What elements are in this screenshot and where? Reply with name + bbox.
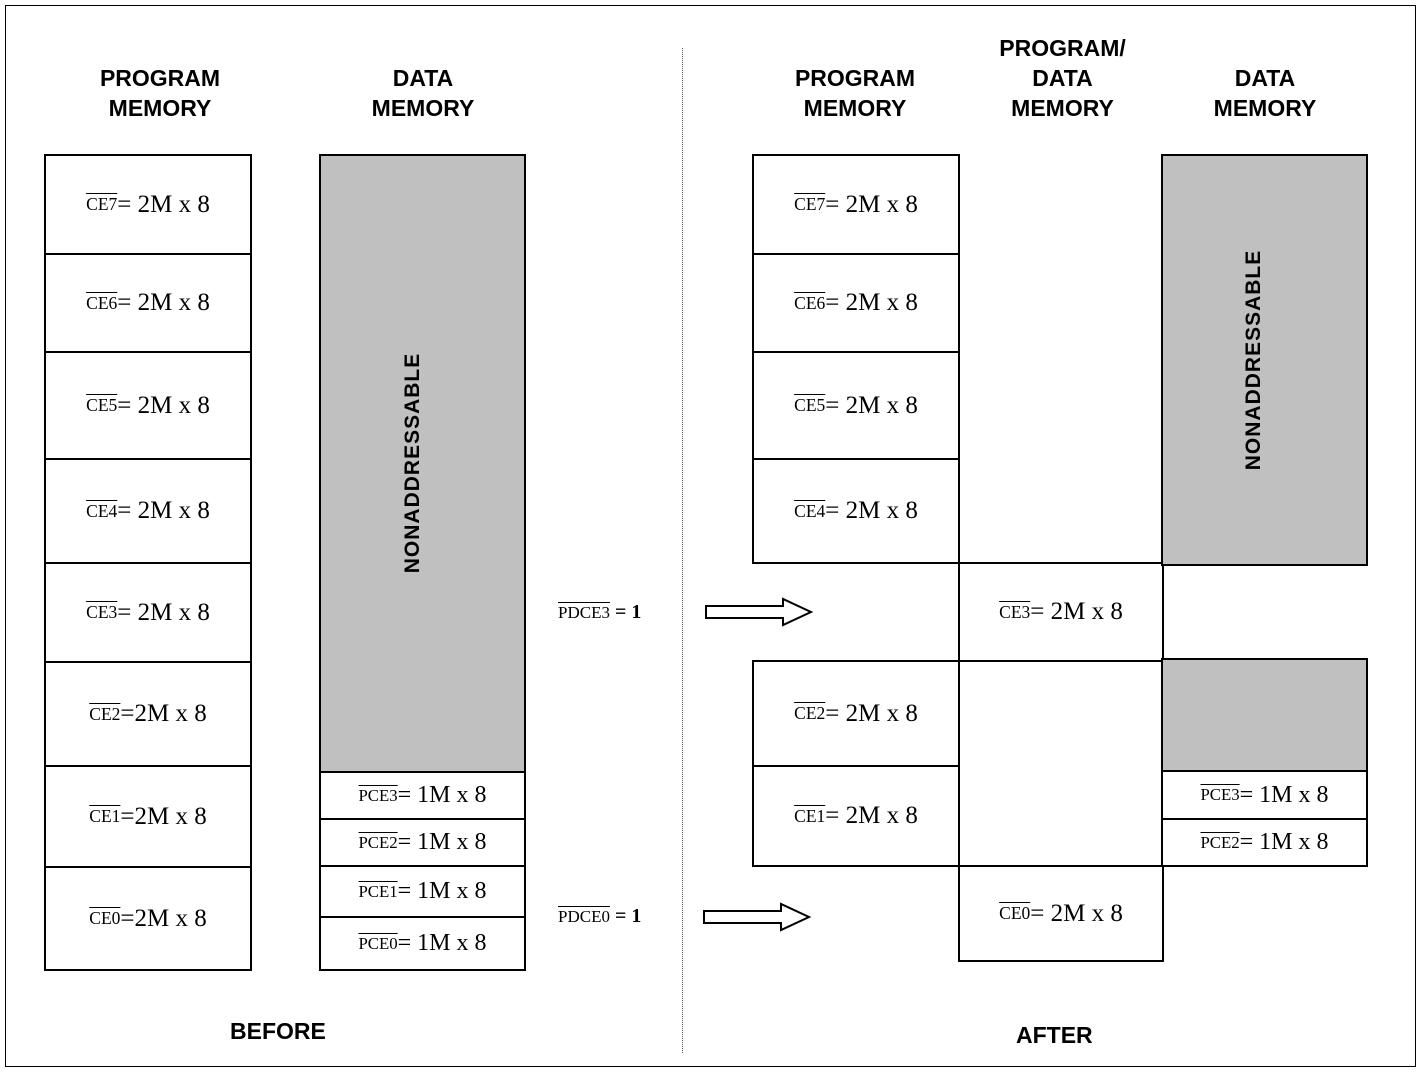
after-program-block-ce6: CE6 = 2M x 8: [752, 253, 960, 353]
before-program-block-ce3: CE3 = 2M x 8: [44, 562, 252, 663]
after-data-block-pce3: PCE3 = 1M x 8: [1161, 770, 1368, 820]
after-program-block-ce7: CE7 = 2M x 8: [752, 154, 960, 255]
footer-before: BEFORE: [230, 1018, 326, 1044]
before-program-block-ce1: CE1 =2M x 8: [44, 765, 252, 868]
after-nonaddressable-label: NONADDRESSABLE: [1242, 249, 1265, 471]
before-data-block-pce1: PCE1 = 1M x 8: [319, 865, 526, 918]
before-program-block-ce5: CE5 = 2M x 8: [44, 351, 252, 460]
before-program-block-ce0: CE0 =2M x 8: [44, 866, 252, 971]
after-program-data-block-ce0: CE0 = 2M x 8: [958, 865, 1164, 962]
before-program-block-ce7: CE7 = 2M x 8: [44, 154, 252, 255]
after-data-block-pce2: PCE2 = 1M x 8: [1161, 818, 1368, 867]
after-program-data-empty-region: [958, 660, 1164, 867]
arrow-right-icon: [705, 597, 814, 627]
arrow-right-icon: [703, 902, 812, 932]
before-program-block-ce4: CE4 = 2M x 8: [44, 458, 252, 564]
signal-pdce0: PDCE0 = 1: [558, 905, 642, 927]
header-after-program-memory: PROGRAM MEMORY: [794, 65, 916, 121]
header-before-program-memory: PROGRAM MEMORY: [99, 65, 221, 121]
header-after-program-data-memory: PROGRAM/ DATA MEMORY: [999, 35, 1126, 121]
before-nonaddressable-label: NONADDRESSABLE: [401, 352, 424, 574]
after-program-block-ce1: CE1 = 2M x 8: [752, 765, 960, 867]
before-after-divider: [682, 48, 683, 1053]
after-program-block-ce4: CE4 = 2M x 8: [752, 458, 960, 564]
before-data-block-pce0: PCE0 = 1M x 8: [319, 916, 526, 971]
before-data-block-pce2: PCE2 = 1M x 8: [319, 818, 526, 867]
diagram-frame: [5, 5, 1416, 1067]
before-program-block-ce6: CE6 = 2M x 8: [44, 253, 252, 353]
signal-pdce3: PDCE3 = 1: [558, 601, 642, 623]
before-program-block-ce2: CE2 =2M x 8: [44, 661, 252, 767]
header-before-data-memory: DATA MEMORY: [371, 65, 475, 121]
after-data-nonaddressable-region: [1161, 154, 1368, 566]
before-data-block-pce3: PCE3 = 1M x 8: [319, 771, 526, 820]
footer-after: AFTER: [1016, 1022, 1093, 1048]
after-program-block-ce2: CE2 = 2M x 8: [752, 660, 960, 767]
after-program-block-ce5: CE5 = 2M x 8: [752, 351, 960, 460]
header-after-data-memory: DATA MEMORY: [1213, 65, 1317, 121]
after-program-data-block-ce3: CE3 = 2M x 8: [958, 562, 1164, 662]
after-data-nonaddressable-small: [1161, 658, 1368, 772]
